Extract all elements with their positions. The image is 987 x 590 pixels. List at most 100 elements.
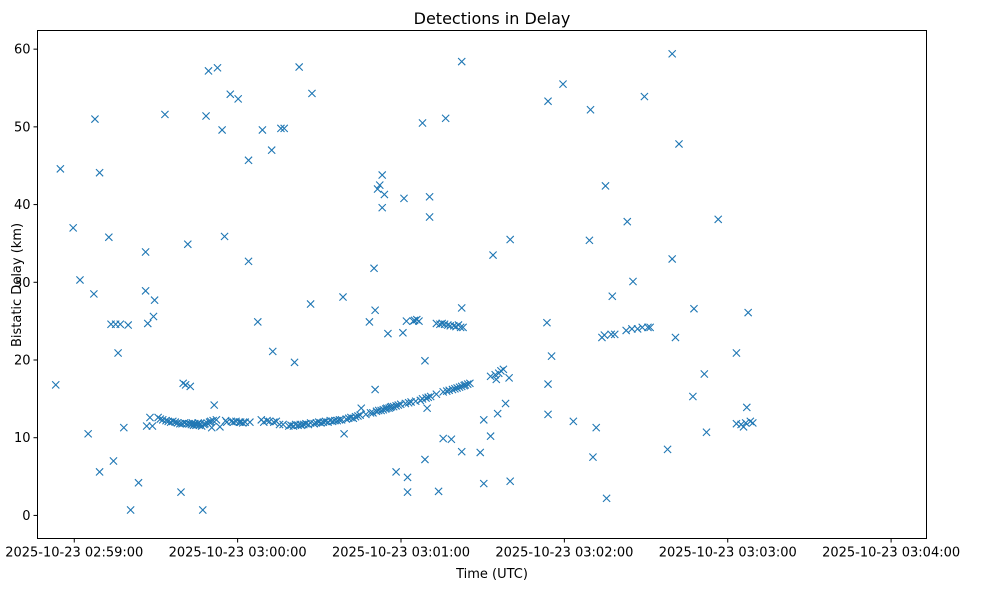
x-tick-label: 2025-10-23 03:01:00	[332, 546, 470, 561]
data-point	[420, 356, 429, 365]
data-point	[459, 323, 468, 332]
data-point	[447, 435, 456, 444]
data-point	[438, 319, 447, 328]
data-point	[610, 330, 619, 339]
data-point	[404, 398, 413, 407]
data-point	[434, 487, 443, 496]
data-point	[586, 105, 595, 114]
data-point	[171, 418, 180, 427]
x-tick-label: 2025-10-23 03:04:00	[822, 546, 960, 561]
data-point	[663, 445, 672, 454]
data-point	[150, 296, 159, 305]
data-point	[275, 420, 284, 429]
y-tick-label: 10	[14, 431, 31, 446]
data-point	[340, 429, 349, 438]
data-point	[622, 326, 631, 335]
data-point	[668, 49, 677, 58]
data-point	[69, 223, 78, 232]
y-tick-label: 60	[14, 43, 31, 58]
data-point	[646, 323, 655, 332]
data-point	[179, 379, 188, 388]
data-point	[280, 124, 289, 133]
data-point	[492, 375, 501, 384]
data-point	[295, 63, 304, 72]
data-point	[422, 394, 431, 403]
data-point	[213, 63, 222, 72]
data-point	[403, 488, 412, 497]
data-point	[439, 434, 448, 443]
data-point	[177, 488, 185, 497]
data-point	[505, 373, 514, 382]
data-point	[95, 467, 104, 476]
data-point	[373, 185, 382, 194]
data-point	[633, 324, 642, 333]
data-point	[559, 80, 567, 89]
data-point	[200, 419, 209, 428]
data-point	[383, 329, 392, 338]
data-point	[75, 275, 84, 284]
data-point	[398, 328, 407, 337]
data-point	[253, 317, 262, 326]
data-point	[234, 94, 243, 103]
data-point	[607, 330, 616, 339]
x-tick-label: 2025-10-23 03:00:00	[169, 546, 307, 561]
data-point	[134, 478, 143, 487]
data-point	[366, 408, 375, 417]
data-point	[423, 404, 432, 413]
data-point	[627, 324, 636, 333]
data-point	[486, 432, 495, 441]
data-point	[297, 421, 306, 430]
data-point	[501, 399, 510, 408]
data-point	[267, 146, 276, 155]
data-point	[160, 110, 169, 119]
data-point	[268, 347, 277, 356]
data-point	[351, 412, 360, 421]
data-point	[420, 455, 429, 464]
data-point	[204, 66, 213, 75]
data-point	[746, 417, 755, 426]
data-point	[489, 251, 498, 260]
data-point	[183, 240, 192, 249]
y-tick-label: 20	[14, 353, 31, 368]
data-point	[424, 393, 433, 402]
data-point	[51, 380, 60, 389]
data-point	[186, 382, 195, 391]
data-point	[361, 410, 370, 419]
data-point	[496, 366, 505, 375]
data-point	[238, 418, 247, 427]
data-point	[371, 385, 380, 394]
data-point	[168, 417, 177, 426]
data-point	[506, 235, 515, 244]
data-point	[739, 422, 748, 431]
data-point	[585, 236, 594, 245]
data-point	[269, 418, 278, 427]
data-point	[668, 254, 677, 263]
data-point	[456, 323, 465, 332]
data-point	[414, 317, 423, 326]
data-point	[441, 114, 450, 123]
data-point	[600, 331, 609, 340]
y-tick-label: 50	[14, 120, 31, 135]
data-point	[181, 380, 190, 389]
data-point	[640, 92, 649, 101]
data-point	[569, 417, 578, 426]
data-point	[493, 409, 502, 418]
data-point	[316, 418, 325, 427]
y-tick-label: 30	[14, 276, 31, 291]
data-point	[479, 415, 488, 424]
data-point	[392, 467, 401, 476]
data-point	[742, 403, 751, 412]
data-point	[109, 457, 118, 466]
data-point	[378, 171, 387, 180]
data-point	[310, 419, 319, 428]
data-point	[335, 415, 344, 424]
data-point	[457, 303, 466, 312]
data-point	[156, 415, 165, 424]
data-point	[547, 352, 556, 361]
data-point	[714, 215, 723, 224]
data-point	[732, 349, 741, 357]
data-point	[245, 418, 254, 427]
data-point	[198, 505, 207, 514]
data-point	[307, 89, 316, 98]
